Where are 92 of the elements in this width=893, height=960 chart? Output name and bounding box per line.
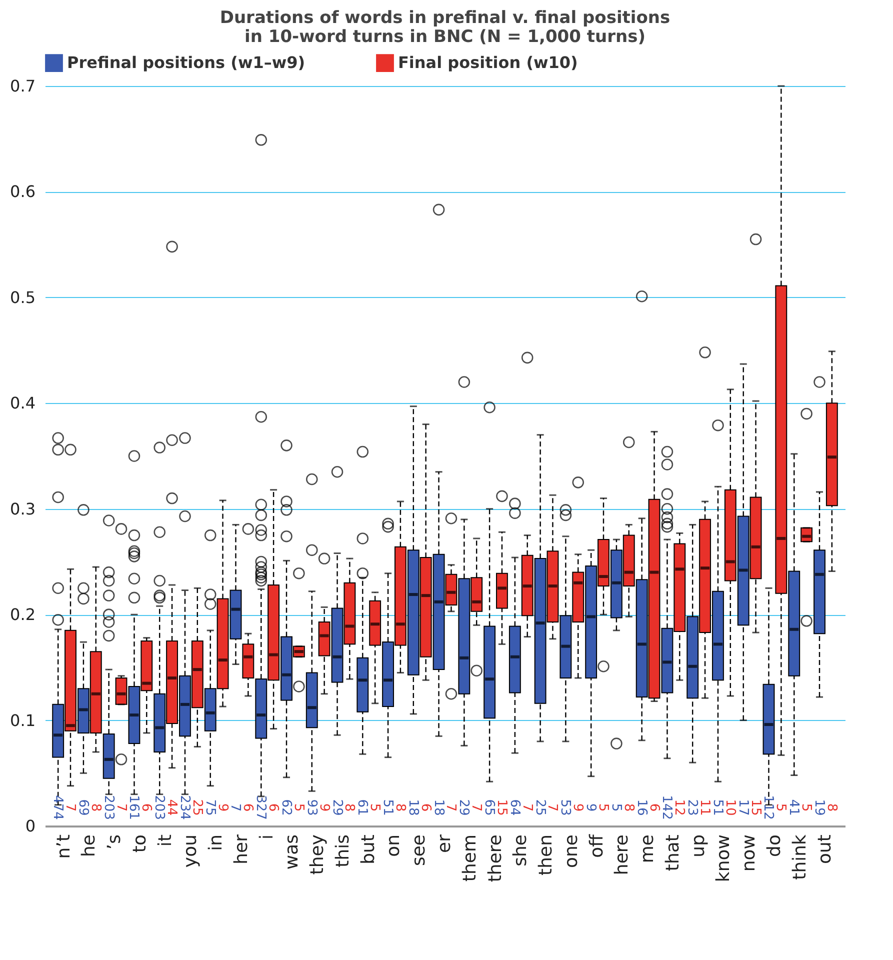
text: 18	[405, 799, 420, 816]
x-tick-label: i	[256, 834, 278, 840]
text: 10	[722, 799, 738, 816]
x-tick-label: this	[332, 834, 354, 868]
text: 29	[329, 799, 344, 816]
text: 11	[697, 799, 712, 816]
x-tick-label: do	[764, 834, 785, 857]
x-tick-label: you	[180, 834, 202, 868]
text: 29	[456, 799, 472, 816]
x-tick-label: in	[206, 834, 227, 851]
text: 9	[570, 803, 586, 812]
text: 53	[558, 799, 573, 816]
x-tick-label: n’t	[53, 834, 74, 859]
text: 19	[812, 799, 826, 816]
x-tick-label: one	[560, 834, 582, 868]
x-tick-label: he	[78, 834, 100, 857]
text: 8	[620, 803, 636, 812]
text: 7	[468, 803, 484, 812]
text: 161	[126, 795, 142, 820]
y-tick-label: 0.3	[10, 499, 36, 518]
text: 62	[278, 799, 294, 816]
y-tick-label: 0.6	[10, 182, 36, 202]
y-tick-label: 0.4	[10, 394, 36, 413]
x-tick-label: me	[637, 834, 658, 864]
text: 203	[152, 795, 167, 820]
x-tick-label: know	[713, 834, 734, 882]
text: 6	[240, 803, 256, 812]
text: 65	[482, 799, 497, 816]
text: 5	[798, 803, 814, 812]
text: 44	[164, 799, 180, 816]
x-tick-label: them	[459, 834, 480, 882]
text: 234	[176, 795, 192, 820]
chart-title: Durations of words in prefinal v. final positions in 10-word turns in BNC (N = 1,000 turns)	[220, 8, 670, 47]
x-tick-label: think	[789, 834, 810, 880]
text: 8	[342, 803, 357, 812]
text: 7	[113, 803, 128, 812]
text: 7	[62, 803, 78, 812]
text: 203	[100, 795, 116, 820]
y-tick-label: 0	[25, 816, 36, 836]
x-tick-label: her	[230, 834, 252, 864]
text: 93	[304, 799, 319, 816]
x-tick-label: it	[154, 834, 176, 847]
x-tick-label: to	[129, 834, 150, 853]
x-tick-label: but	[358, 834, 379, 864]
y-tick-label: 0.1	[10, 710, 36, 730]
text: 112	[760, 795, 776, 820]
text: 7	[228, 803, 243, 812]
text: 23	[684, 799, 700, 816]
text: 327	[253, 795, 268, 820]
x-tick-label: see	[408, 834, 430, 866]
x-tick-label: er	[434, 834, 455, 853]
x-tick-label: out	[814, 834, 836, 864]
legend-label: Prefinal positions (w1–w9)	[67, 53, 306, 72]
text: 12	[672, 799, 687, 816]
x-tick-label: she	[510, 834, 532, 866]
text: 142	[659, 795, 674, 820]
text: 16	[634, 799, 649, 816]
x-tick-label: they	[307, 834, 328, 875]
x-tick-label: ’s	[104, 834, 126, 850]
text: 75	[202, 799, 218, 816]
text: 41	[786, 799, 802, 816]
y-tick-label: 0.2	[10, 605, 36, 624]
text: 64	[506, 799, 522, 816]
x-tick-label: now	[738, 834, 760, 872]
text: 9	[214, 803, 230, 812]
x-tick-label: up	[688, 834, 709, 858]
text: 8	[824, 803, 839, 812]
text: 5	[608, 803, 624, 812]
text: 69	[75, 799, 90, 816]
text: 51	[710, 799, 725, 816]
text: 5	[773, 803, 788, 812]
text: 15	[748, 799, 763, 816]
text: 474	[50, 795, 66, 820]
text: 7	[544, 803, 560, 812]
x-tick-label: here	[612, 834, 633, 876]
x-tick-label: off	[586, 834, 608, 858]
text: 5	[367, 803, 382, 812]
text: 17	[735, 799, 750, 816]
legend-label: Final position (w10)	[398, 53, 578, 72]
text: 6	[266, 803, 281, 812]
y-tick-label: 0.7	[10, 76, 36, 96]
x-tick-label: there	[484, 834, 506, 882]
text: 61	[354, 799, 370, 816]
y-tick-label: 0.5	[10, 288, 36, 307]
x-tick-label: that	[662, 834, 684, 872]
text: 25	[532, 799, 548, 816]
text: 18	[430, 799, 446, 816]
x-tick-label: was	[282, 834, 303, 870]
text: 6	[646, 803, 662, 812]
x-tick-label: then	[536, 834, 557, 876]
x-tick-label: on	[383, 834, 404, 857]
text: 6	[138, 803, 154, 812]
